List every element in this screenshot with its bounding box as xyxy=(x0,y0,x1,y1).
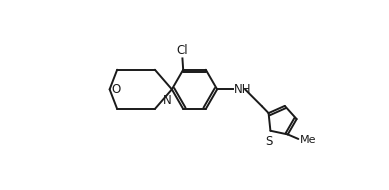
Text: S: S xyxy=(265,135,273,147)
Text: NH: NH xyxy=(234,83,252,96)
Text: O: O xyxy=(112,83,121,96)
Text: N: N xyxy=(163,94,172,107)
Text: Me: Me xyxy=(300,135,316,145)
Text: Cl: Cl xyxy=(177,44,188,57)
